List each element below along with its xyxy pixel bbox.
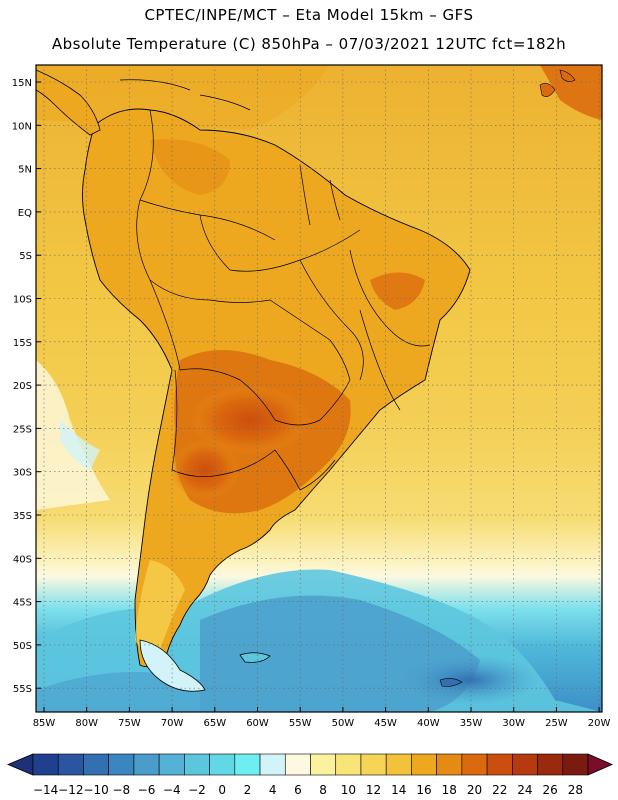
country-borders	[136, 109, 431, 491]
colorbar-swatch	[310, 753, 337, 776]
lon-label-55w: 55W	[289, 718, 312, 729]
lon-label-80w: 80W	[75, 718, 98, 729]
colorbar-swatch	[234, 753, 261, 776]
colorbar-swatch	[411, 753, 437, 776]
lon-label-20w: 20W	[588, 718, 611, 729]
colorbar-label: −14	[33, 783, 58, 797]
colorbar-label: 26	[543, 783, 558, 797]
cold-core-atlantic	[400, 655, 540, 705]
colorbar-label: 14	[391, 783, 406, 797]
colorbar-swatch	[184, 753, 210, 776]
colorbar-label: 28	[568, 783, 583, 797]
lon-label-60w: 60W	[246, 718, 269, 729]
lon-label-45w: 45W	[374, 718, 397, 729]
lon-label-35w: 35W	[460, 718, 483, 729]
colorbar-swatch	[385, 753, 412, 776]
colorbar-label: −12	[58, 783, 83, 797]
central-america	[35, 69, 101, 136]
lon-label-40w: 40W	[417, 718, 440, 729]
heat-zone-venezuela	[150, 139, 230, 195]
lat-label-5s: 5S	[19, 251, 32, 262]
south-georgia	[439, 678, 463, 687]
colorbar-under-triangle	[6, 753, 34, 776]
lon-label-25w: 25W	[545, 718, 568, 729]
colorbar-swatch	[259, 753, 286, 776]
lat-label-15s: 15S	[13, 338, 32, 349]
lat-label-5n: 5N	[18, 165, 32, 176]
colorbar-label: −2	[188, 783, 206, 797]
lat-label-eq: EQ	[18, 208, 32, 219]
cool-spot-pacific	[60, 420, 100, 470]
colorbar-swatch	[512, 753, 538, 776]
colorbar-swatch	[537, 753, 564, 776]
lat-label-30s: 30S	[13, 468, 32, 479]
heat-zone-northeast-brazil	[370, 272, 425, 310]
colorbar-swatch	[209, 753, 236, 776]
falkland-islands	[239, 652, 271, 663]
lon-label-30w: 30W	[502, 718, 525, 729]
warm-field-north	[36, 65, 330, 130]
heat-core-argentina	[170, 440, 240, 500]
colorbar-swatch	[486, 753, 513, 776]
colorbar-label: 20	[467, 783, 482, 797]
lat-label-15n: 15N	[12, 78, 32, 89]
lon-label-50w: 50W	[332, 718, 355, 729]
colorbar-swatch	[83, 753, 109, 776]
lat-label-40s: 40S	[13, 554, 32, 565]
colorbar-label: 22	[492, 783, 507, 797]
colorbar-label: 10	[341, 783, 356, 797]
map-frame	[35, 64, 603, 713]
colorbar-swatch	[108, 753, 135, 776]
lon-label-75w: 75W	[118, 718, 141, 729]
cool-zone-patagonia	[135, 560, 185, 654]
heat-core-paraguay	[190, 385, 310, 455]
warm-field-northeast	[540, 65, 602, 120]
colorbar-label: 16	[416, 783, 431, 797]
latitude-axis: 15N 10N 5N EQ 5S 10S 15S 20S 25S 30S 35S 40S 45S 50S 5…	[12, 78, 41, 695]
colorbar-swatch	[335, 753, 362, 776]
colorbar-swatch	[562, 753, 589, 776]
lat-label-55s: 55S	[13, 684, 32, 695]
colorbar-label: 6	[294, 783, 302, 797]
colorbar-label: −6	[138, 783, 156, 797]
colorbar-swatch	[57, 753, 84, 776]
colorbar-label: −4	[163, 783, 181, 797]
colorbar-swatch	[32, 753, 59, 776]
colorbar-label: 12	[366, 783, 381, 797]
chart-title: CPTEC/INPE/MCT – Eta Model 15km – GFS	[144, 6, 474, 24]
tierra-del-fuego	[139, 639, 206, 692]
lon-label-85w: 85W	[33, 718, 56, 729]
lat-label-10s: 10S	[13, 295, 32, 306]
colorbar-label: −10	[83, 783, 108, 797]
colorbar-label: 0	[218, 783, 226, 797]
lat-label-10n: 10N	[12, 121, 32, 132]
lon-label-65w: 65W	[203, 718, 226, 729]
colorbar-swatch	[284, 753, 311, 776]
colorbar-label: 4	[269, 783, 277, 797]
lat-label-35s: 35S	[13, 511, 32, 522]
lat-label-25s: 25S	[13, 424, 32, 435]
caribbean-islands-east	[539, 69, 576, 97]
colorbar-label: 24	[517, 783, 532, 797]
colorbar-swatch	[133, 753, 160, 776]
colorbar-label: 18	[442, 783, 457, 797]
colorbar: −14 −12 −10 −8 −6 −4 −2 0 2 4 6 8 10 12 14 16 18 20 22 24 26…	[6, 753, 613, 797]
colorbar-label: 2	[244, 783, 252, 797]
lat-label-50s: 50S	[13, 641, 32, 652]
lat-label-20s: 20S	[13, 381, 32, 392]
colorbar-swatch	[461, 753, 488, 776]
colorbar-swatch	[436, 753, 463, 776]
chart-subtitle: Absolute Temperature (C) 850hPa – 07/03/…	[51, 35, 567, 53]
colorbar-swatch	[360, 753, 387, 776]
lat-label-45s: 45S	[13, 598, 32, 609]
caribbean-islands	[119, 79, 251, 111]
longitude-axis: 85W 80W 75W 70W 65W 60W 55W 50W 45W 40W 35W 30W 25W 2…	[33, 707, 611, 729]
lon-label-70w: 70W	[161, 718, 184, 729]
colorbar-over-triangle	[587, 753, 613, 776]
colorbar-label: 8	[319, 783, 327, 797]
cold-field-southwest	[36, 672, 200, 712]
colorbar-swatch	[158, 753, 185, 776]
colorbar-label: −8	[112, 783, 130, 797]
